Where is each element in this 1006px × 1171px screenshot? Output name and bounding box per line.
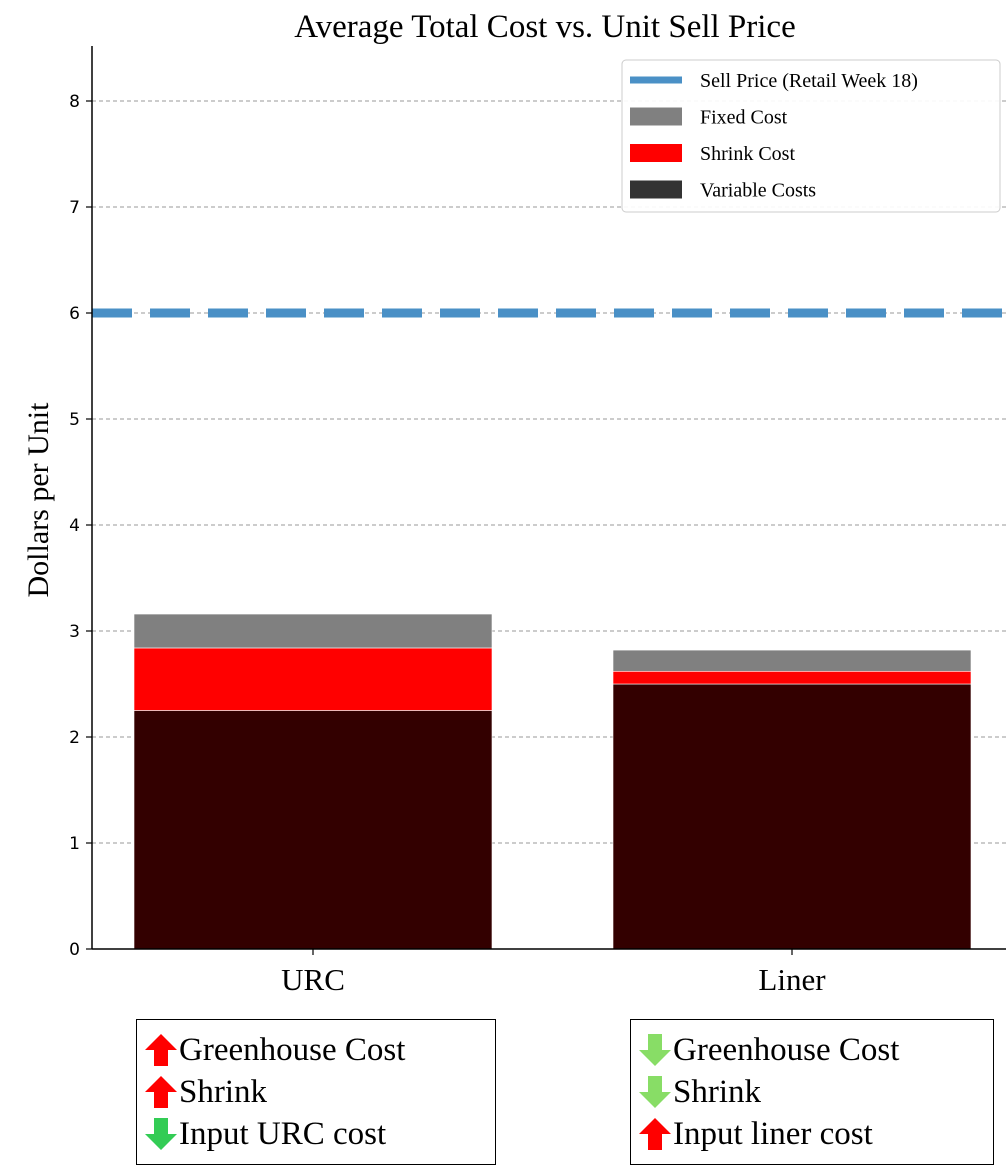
y-tick-label: 8: [69, 92, 80, 112]
legend-swatch: [630, 180, 682, 199]
y-tick-label: 5: [69, 410, 80, 430]
legend-swatch: [630, 76, 682, 84]
arrow-up-icon: [143, 1074, 179, 1110]
annotation-item: Greenhouse Cost: [637, 1030, 899, 1070]
annotation-text: Greenhouse Cost: [673, 1031, 900, 1068]
annotation-text: Shrink: [673, 1073, 762, 1110]
arrow-down-icon: [143, 1116, 179, 1152]
arrow-up-icon: [143, 1032, 179, 1068]
annotation-item: Shrink: [143, 1072, 267, 1112]
annotation-item: Shrink: [637, 1072, 761, 1112]
y-tick-label: 2: [69, 728, 80, 748]
y-tick-label: 6: [69, 304, 80, 324]
y-tick-label: 0: [69, 940, 80, 960]
legend-label: Variable Costs: [700, 180, 816, 202]
chart: Average Total Cost vs. Unit Sell Price D…: [22, 9, 1006, 997]
x-ticks: URC Liner: [281, 949, 826, 997]
bar-segment-fixed-cost: [133, 613, 493, 649]
bar-segment-fixed-cost: [612, 649, 972, 672]
annotation-text: Greenhouse Cost: [179, 1031, 406, 1068]
x-tick-label: Liner: [758, 962, 826, 997]
x-tick-label: URC: [281, 962, 345, 997]
y-tick-label: 7: [69, 198, 80, 218]
arrow-up-icon: [637, 1116, 673, 1152]
arrow-down-icon: [637, 1032, 673, 1068]
y-axis-label: Dollars per Unit: [22, 402, 55, 598]
legend-frame: [621, 59, 1001, 213]
legend-label: Sell Price (Retail Week 18): [700, 70, 918, 92]
arrow-down-icon: [637, 1074, 673, 1110]
legend-label: Shrink Cost: [700, 143, 795, 165]
annotation-item: Greenhouse Cost: [143, 1030, 405, 1070]
chart-title: Average Total Cost vs. Unit Sell Price: [294, 9, 795, 45]
axes: [91, 46, 1006, 950]
legend-label: Fixed Cost: [700, 107, 788, 129]
y-tick-label: 4: [69, 516, 80, 536]
legend: Sell Price (Retail Week 18) Fixed Cost Shr…: [621, 59, 1001, 213]
gridlines: [92, 100, 1006, 844]
annotation-text: Shrink: [179, 1073, 268, 1110]
annotation-text: Input liner cost: [673, 1115, 873, 1152]
y-tick-label: 3: [69, 622, 80, 642]
bar-segment-shrink-cost: [133, 647, 493, 711]
liner-annotation-box: Greenhouse Cost Shrink Input liner cost: [630, 1019, 994, 1165]
bar-segment-variable-costs: [133, 710, 493, 950]
legend-swatch: [630, 107, 682, 126]
urc-annotation-box: Greenhouse Cost Shrink Input URC cost: [136, 1019, 496, 1165]
annotation-item: Input URC cost: [143, 1114, 386, 1154]
bars: [133, 613, 972, 950]
annotation-text: Input URC cost: [179, 1115, 387, 1152]
bar-segment-shrink-cost: [612, 670, 972, 685]
bar-segment-variable-costs: [612, 683, 972, 950]
y-ticks: 0 1 2 3 4 5 6 7 8: [69, 92, 92, 960]
y-tick-label: 1: [69, 834, 80, 854]
legend-swatch: [630, 144, 682, 162]
annotation-item: Input liner cost: [637, 1114, 873, 1154]
